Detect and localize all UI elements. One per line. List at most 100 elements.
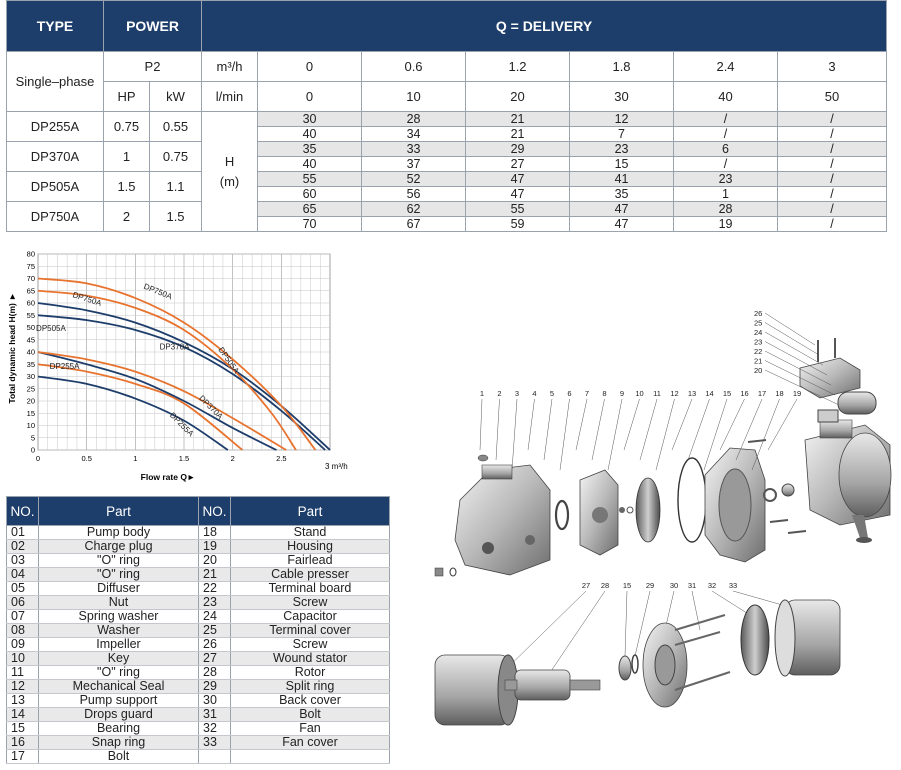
y-tick-label: 35 (27, 360, 35, 369)
part-number: 16 (6, 735, 39, 750)
head-value: 34 (361, 126, 467, 142)
callout-number: 26 (754, 309, 762, 318)
callout-number: 18 (775, 389, 783, 398)
leader-line (711, 590, 751, 616)
part-name: Bearing (38, 721, 199, 736)
part-number: 01 (6, 525, 39, 540)
model-kw: 1.5 (148, 201, 203, 232)
part-name: Fan (230, 721, 390, 736)
head-value: 35 (569, 186, 675, 202)
part-name: Split ring (230, 679, 390, 694)
y-tick-label: 65 (27, 286, 35, 295)
q-lmin: 10 (361, 81, 467, 112)
callout-number: 1 (480, 389, 484, 398)
bolts-part (747, 439, 807, 534)
leader-line (703, 398, 728, 471)
leader-line (764, 350, 832, 386)
callout-number: 13 (688, 389, 696, 398)
callout-number: 22 (754, 347, 762, 356)
head-value: 30 (257, 111, 363, 127)
nut-part (619, 507, 625, 513)
head-value: 23 (673, 171, 779, 187)
leader-line (543, 398, 553, 461)
parts-row: 10 Key 27 Wound stator (6, 651, 390, 666)
part-number: 19 (198, 539, 231, 554)
callout-number: 33 (729, 581, 737, 590)
y-tick-label: 60 (27, 299, 35, 308)
head-value: / (777, 171, 888, 187)
parts-row: 08 Washer 25 Terminal cover (6, 623, 390, 638)
q-lmin: 0 (257, 81, 363, 112)
part-name: Rotor (230, 665, 390, 680)
part-name: Drops guard (38, 707, 199, 722)
callout-number: 30 (670, 581, 678, 590)
leader-line (767, 398, 798, 451)
back-cover-part (642, 622, 688, 708)
head-value: 41 (569, 171, 675, 187)
head-value: 19 (673, 216, 779, 232)
leader-line (624, 590, 628, 657)
head-value: / (777, 111, 888, 127)
model-name: DP370A (6, 141, 104, 172)
callout-number: 20 (754, 366, 762, 375)
y-tick-label: 15 (27, 409, 35, 418)
series-line-dp370a (37, 351, 277, 451)
parts-row: 04 "O" ring 21 Cable presser (6, 567, 390, 582)
part-name: Fairlead (230, 553, 390, 568)
h-unit: (m) (219, 173, 240, 189)
impeller-part (635, 477, 661, 543)
part-name: Housing (230, 539, 390, 554)
part-number: 02 (6, 539, 39, 554)
part-name: Screw (230, 595, 390, 610)
head-label-cell: H (m) (201, 111, 259, 232)
leader-line (575, 398, 588, 451)
q-m3h: 0 (257, 51, 363, 82)
callout-number: 6 (567, 389, 571, 398)
part-name: Bolt (230, 707, 390, 722)
q-m3h: 3 (777, 51, 888, 82)
model-hp: 0.75 (103, 111, 150, 142)
x-tick-label: 0.5 (81, 454, 91, 463)
parts-row: 05 Diffuser 22 Terminal board (6, 581, 390, 596)
fan-cover-part (774, 599, 841, 677)
part-name: Washer (38, 623, 199, 638)
leader-line (751, 398, 780, 471)
power-header: POWER (102, 0, 203, 52)
x-tick-label: 2 (231, 454, 235, 463)
parts-row: 06 Nut 23 Screw (6, 595, 390, 610)
parts-row: 14 Drops guard 31 Bolt (6, 707, 390, 722)
parts-no-header: NO. (6, 496, 39, 526)
callout-number: 21 (754, 357, 762, 366)
part-number: 10 (6, 651, 39, 666)
phase-cell: Single–phase (6, 51, 104, 112)
head-value: 28 (673, 201, 779, 217)
head-value: 47 (465, 171, 571, 187)
q-lmin: 40 (673, 81, 779, 112)
leader-line (634, 590, 651, 657)
motor-housing-part (804, 419, 892, 543)
part-number: 25 (198, 623, 231, 638)
callout-number: 24 (754, 328, 762, 337)
leader-line (607, 398, 623, 471)
terminal-cover-part (799, 338, 861, 399)
exploded-view-diagram: 1 2 3 4 5 6 7 8 9 10 11 12 13 14 15 16 17 18 19 2625242322… (434, 309, 892, 726)
part-name: Impeller (38, 637, 199, 652)
series-line-dp255a (37, 363, 243, 451)
part-name: Capacitor (230, 609, 390, 624)
callout-number: 14 (705, 389, 713, 398)
delivery-header: Q = DELIVERY (201, 0, 888, 52)
head-value: / (777, 216, 888, 232)
y-tick-label: 0 (31, 446, 35, 455)
part-number: 17 (6, 749, 39, 764)
part-name: "O" ring (38, 665, 199, 680)
series-line-dp370a (37, 351, 287, 451)
part-name: Key (38, 651, 199, 666)
performance-chart: 0 5 10 15 20 25 30 35 40 45 50 55 60 65 70 75 80 0 0.5 1 1.5… (7, 250, 348, 483)
model-hp: 2 (103, 201, 150, 232)
callout-number: 32 (708, 581, 716, 590)
callout-number: 31 (688, 581, 696, 590)
callout-number: 23 (754, 338, 762, 347)
callout-number: 4 (532, 389, 536, 398)
y-tick-label: 5 (31, 433, 35, 442)
head-value: / (673, 111, 779, 127)
